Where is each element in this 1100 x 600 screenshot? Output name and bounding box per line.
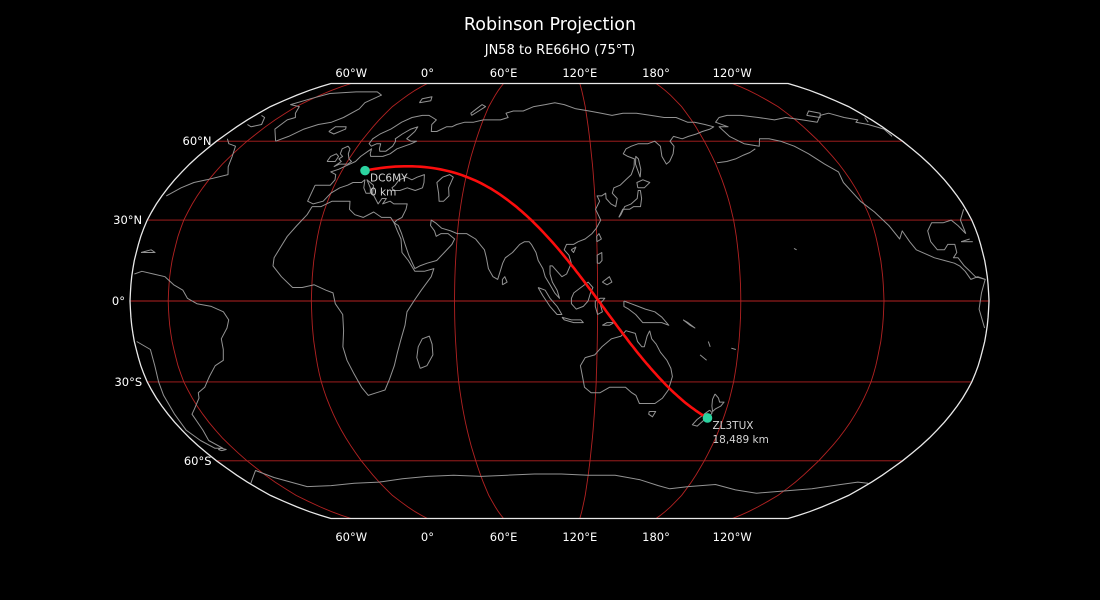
coast-taiwan [596,233,602,243]
coast-great-britain [333,145,352,168]
coast-victoria-island [806,110,821,118]
lon-tick-bottom: 120°E [562,530,597,544]
coast-south-america [134,270,230,449]
marker-end-distance: 18,489 km [712,434,768,446]
lat-tick-left: 60°S [184,454,212,468]
great-circle-path [363,165,709,420]
coast-madagascar [416,335,434,369]
coast-north-america [715,112,986,280]
coast-black-sea [391,174,425,191]
coast-svalbard [418,96,433,104]
coast-caspian-sea [436,174,454,202]
map-subtitle: JN58 to RE66HO (75°T) [484,43,635,58]
coast-vanuatu [707,341,711,347]
axis-tick-labels: 60°W 60°W 0° 0° 60°E 60°E 120°E 120°E 180° 180° 12… [112,66,752,544]
coast-mindanao [601,276,613,286]
coast-hispaniola [140,249,156,253]
lon-tick-bottom: 180° [642,530,670,544]
coast-hawaii [793,247,797,251]
coast-borneo [570,281,594,310]
coast-iceland [328,126,347,135]
coast-hainan [570,246,577,253]
coast-java [561,316,584,324]
coast-south-america [978,279,986,329]
lon-tick-top: 60°W [335,66,367,80]
marker-end-dot [702,413,713,423]
coast-cuba [960,238,970,243]
coast-antarctica [250,470,869,494]
coast-baffin-island [247,114,266,128]
lon-tick-top: 120°E [562,66,597,80]
lon-tick-top: 0° [421,66,434,80]
marker-start-callsign: DC6MY [370,173,408,185]
coast-fiji [731,347,736,350]
coast-ireland [326,153,340,162]
coast-north-america [959,209,967,234]
coast-sri-lanka [501,276,508,286]
great-circle-route: DC6MY 0 km ZL3TUX 18,489 km [360,165,769,446]
coast-africa [272,200,435,396]
coast-sulawesi [594,297,606,315]
lat-tick-left: 0° [112,294,125,308]
coast-australia [579,330,673,404]
graticule-lines [130,83,989,519]
lat-tick-left: 60°N [183,134,212,148]
coast-japan-honshu [618,190,643,218]
coast-solomons [682,319,696,329]
coast-baffin-island [864,117,869,123]
marker-start-distance: 0 km [370,187,396,199]
coast-new-guinea [623,300,670,326]
meridian--60 [167,83,352,519]
coast-novaya-zemlya [470,104,487,116]
lon-tick-bottom: 120°W [713,530,752,544]
coast-tierra-del-fuego [218,447,227,452]
coast-greenland [274,91,382,142]
lon-tick-bottom: 60°E [490,530,518,544]
coast-new-caledonia [699,354,707,361]
lon-tick-top: 120°W [713,66,752,80]
meridian-0 [310,83,428,519]
meridian-180 [655,83,742,519]
lon-tick-bottom: 60°W [335,530,367,544]
meridian--120 [732,83,885,519]
coast-aleutians [717,148,756,164]
coast-eurasia [307,102,715,299]
coast-tasmania [648,411,657,418]
marker-end-callsign: ZL3TUX [712,420,753,432]
map-boundary [129,82,990,520]
coastlines [134,91,986,494]
projection-outline [129,82,990,520]
lon-tick-top: 60°E [490,66,518,80]
lon-tick-top: 180° [642,66,670,80]
marker-start-dot [360,165,370,176]
lat-tick-left: 30°S [114,375,142,389]
coast-luzon [596,252,603,264]
map-title: Robinson Projection [464,15,636,35]
coast-north-america [166,138,236,197]
lat-tick-left: 30°N [113,213,142,227]
coast-japan-hokkaido [636,179,651,189]
coast-nz-north-island [711,393,725,412]
coast-sumatra [537,287,563,315]
lon-tick-bottom: 0° [421,530,434,544]
coast-sakhalin [635,155,642,178]
meridian-60 [454,83,504,519]
